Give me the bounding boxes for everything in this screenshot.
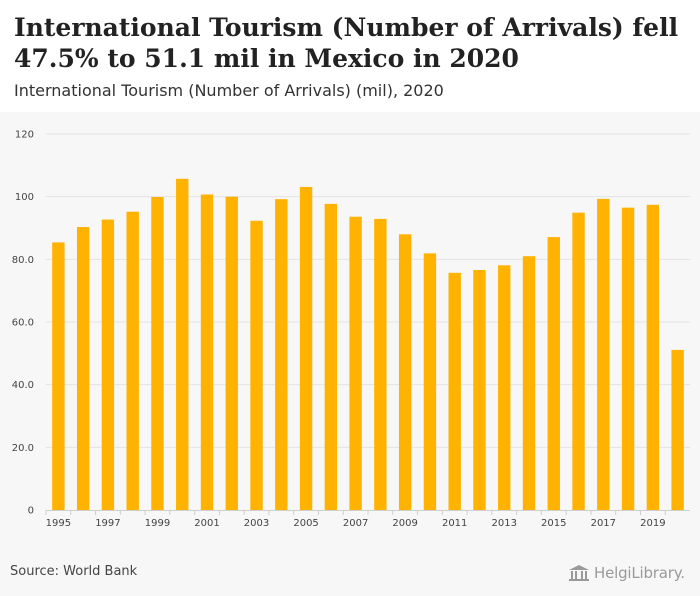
bar-2007[interactable] [349, 216, 362, 510]
x-tick-label: 2017 [591, 518, 616, 529]
x-tick-label: 2001 [194, 518, 219, 529]
y-tick-label: 80.0 [12, 255, 34, 266]
x-tick-label: 2011 [442, 518, 467, 529]
bar-chart: 0 20.0 40.0 60.0 80.0 100 120 1995 1997 1999 2001 2… [12, 130, 690, 529]
bar-2020[interactable] [671, 349, 684, 510]
x-tick-label: 2009 [392, 518, 417, 529]
bar-2006[interactable] [324, 203, 338, 510]
y-tick-label: 0 [28, 506, 34, 517]
bar-1996[interactable] [76, 227, 90, 510]
bar-2016[interactable] [572, 212, 585, 510]
bar-2010[interactable] [423, 253, 437, 510]
bar-2005[interactable] [299, 186, 313, 510]
bar-2019[interactable] [646, 204, 660, 510]
x-tick-label: 2005 [293, 518, 318, 529]
x-tick-label: 1999 [145, 518, 170, 529]
bar-1997[interactable] [101, 219, 115, 510]
bar-2000[interactable] [176, 178, 189, 510]
x-tick-label: 2015 [541, 518, 566, 529]
x-tick-label: 2019 [640, 518, 665, 529]
y-tick-label: 60.0 [12, 318, 34, 329]
bar-2009[interactable] [398, 234, 412, 510]
bar-2013[interactable] [498, 265, 511, 510]
y-tick-label: 100 [15, 192, 34, 203]
bar-2002[interactable] [225, 196, 238, 510]
bar-2017[interactable] [597, 198, 610, 511]
x-tick-label: 1995 [46, 518, 71, 529]
x-tick-label: 2003 [244, 518, 269, 529]
bar-1995[interactable] [52, 242, 65, 510]
bar-2001[interactable] [200, 194, 214, 510]
x-tick-label: 2007 [343, 518, 368, 529]
chart-header: International Tourism (Number of Arrival… [0, 0, 700, 112]
bar-2012[interactable] [473, 269, 486, 510]
y-tick-label: 40.0 [12, 380, 34, 391]
chart-title: International Tourism (Number of Arrival… [14, 13, 679, 73]
library-building-icon [569, 565, 589, 581]
y-tick-label: 120 [15, 130, 34, 141]
bar-2008[interactable] [374, 218, 387, 510]
source-note: Source: World Bank [10, 564, 138, 579]
x-tick-label: 2013 [492, 518, 517, 529]
logo-text: HelgiLibrary. [594, 564, 685, 582]
x-tick-label: 1997 [95, 518, 120, 529]
bar-2011[interactable] [448, 272, 461, 510]
bar-2015[interactable] [547, 237, 560, 510]
bar-2004[interactable] [275, 199, 288, 510]
helgilibrary-logo[interactable]: HelgiLibrary. [568, 561, 685, 585]
bar-1998[interactable] [126, 211, 139, 510]
chart-subtitle: International Tourism (Number of Arrival… [14, 81, 444, 100]
bar-2018[interactable] [621, 207, 635, 510]
bar-2014[interactable] [522, 256, 536, 510]
bar-1999[interactable] [151, 196, 164, 510]
y-tick-label: 20.0 [12, 443, 34, 454]
bar-2003[interactable] [250, 220, 263, 510]
